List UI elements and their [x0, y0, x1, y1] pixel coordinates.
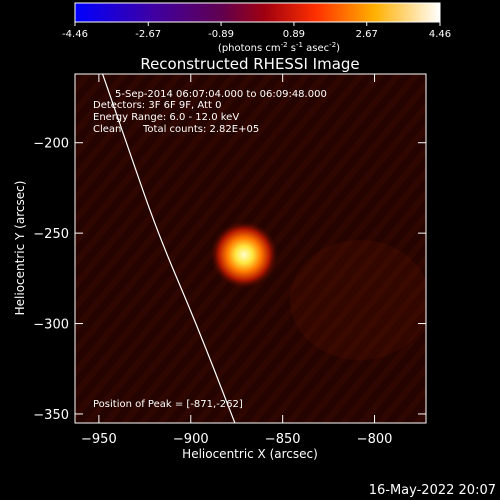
y-tick-label: −200 — [33, 137, 69, 152]
colorbar-ticks: -4.46 -2.67 -0.89 0.89 2.67 4.46 — [62, 22, 451, 40]
colorbar-tick-label: -2.67 — [135, 29, 161, 40]
colorbar — [74, 2, 441, 23]
y-tick-label: −350 — [33, 408, 69, 423]
solar-limb — [101, 74, 236, 423]
x-tick-label: −950 — [81, 432, 117, 447]
peak-position: Position of Peak = [-871,-262] — [93, 399, 243, 410]
x-tick-label: −850 — [265, 432, 301, 447]
colorbar-tick-label: 4.46 — [429, 29, 451, 40]
colorbar-tick-label: -0.89 — [208, 29, 234, 40]
colorbar-tick-label: 0.89 — [283, 29, 305, 40]
energy-text: Energy Range: 6.0 - 12.0 keV — [93, 112, 239, 123]
y-tick-label: −250 — [33, 227, 69, 242]
x-tick-label: −800 — [357, 432, 393, 447]
axis-ticks: −950 −900 −850 −800 −200 −250 −300 −350 — [33, 74, 426, 447]
y-axis-label: Heliocentric Y (arcsec) — [13, 181, 27, 316]
x-tick-label: −900 — [173, 432, 209, 447]
footer-date: 16-May-2022 20:07 — [369, 483, 496, 498]
chart-title: Reconstructed RHESSI Image — [140, 55, 359, 73]
detectors-text: Detectors: 3F 6F 9F, Att 0 — [93, 100, 221, 111]
method-text: Clean — [93, 124, 121, 135]
x-axis-label: Heliocentric X (arcsec) — [182, 447, 318, 461]
image-area — [75, 74, 426, 423]
faint-emission — [290, 240, 426, 360]
counts-text: Total counts: 2.82E+05 — [142, 124, 259, 135]
colorbar-tick-label: 2.67 — [356, 29, 378, 40]
time-range: 5-Sep-2014 06:07:04.000 to 06:09:48.000 — [115, 89, 327, 100]
colorbar-units: (photons cm-2 s-1 asec-2) — [218, 41, 340, 54]
flare-peak — [210, 220, 279, 289]
y-tick-label: −300 — [33, 318, 69, 333]
plot-frame — [74, 73, 427, 424]
colorbar-tick-label: -4.46 — [62, 29, 88, 40]
